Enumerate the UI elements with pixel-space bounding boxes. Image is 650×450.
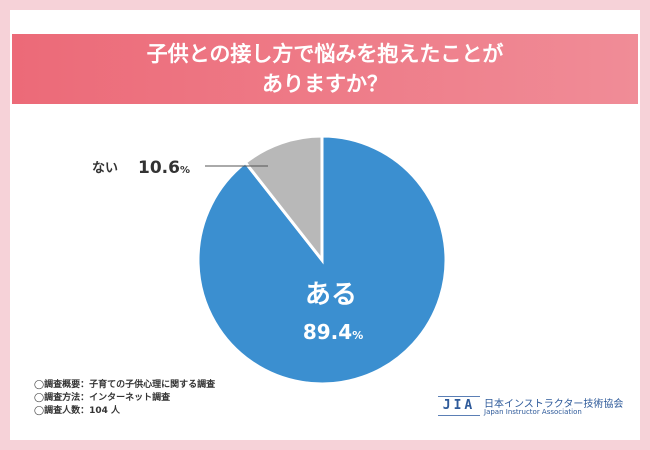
jia-logo-name-ja: 日本インストラクター技術協会 <box>484 399 624 410</box>
title-line-1: 子供との接し方で悩みを抱えたことが <box>146 42 504 66</box>
survey-note-method: ◯調査方法：インターネット調査 <box>34 393 171 403</box>
slice-label-no: ない <box>92 161 118 176</box>
pie-slice-no <box>243 134 324 265</box>
survey-note-count: ◯調査人数：104 人 <box>34 406 120 416</box>
slice-value-no: 10.6% <box>138 158 190 178</box>
pie-slice-yes <box>196 134 448 386</box>
jia-logo: JIA 日本インストラクター技術協会 Japan Instructor Asso… <box>438 394 628 422</box>
jia-logo-name-en: Japan Instructor Association <box>484 408 582 416</box>
title-line-2: ありますか？ <box>262 72 388 96</box>
title-banner: 子供との接し方で悩みを抱えたことが ありますか？ <box>12 34 638 104</box>
survey-note-overview: ◯調査概要：子育ての子供心理に関する調査 <box>34 380 216 390</box>
survey-notes: ◯調査概要：子育ての子供心理に関する調査 ◯調査方法：インターネット調査 ◯調査… <box>34 379 215 418</box>
jia-logo-mark: JIA <box>438 396 480 416</box>
slice-label-yes: ある <box>305 280 357 310</box>
slice-value-yes: 89.4% <box>303 320 363 344</box>
